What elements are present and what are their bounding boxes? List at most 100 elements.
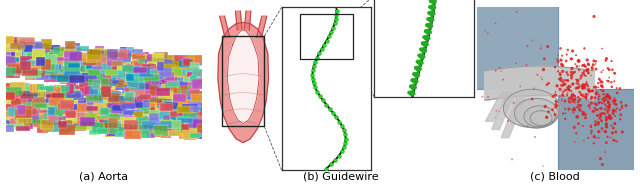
Point: [556, 47, 566, 50]
Bar: [191, 89, 200, 98]
Bar: [104, 49, 113, 56]
Bar: [134, 117, 148, 121]
Bar: [28, 40, 35, 47]
Bar: [186, 69, 198, 77]
Bar: [58, 69, 71, 79]
Bar: [71, 114, 81, 120]
Bar: [46, 63, 55, 71]
Bar: [10, 43, 25, 49]
Polygon shape: [218, 22, 269, 143]
Bar: [1, 47, 15, 55]
Bar: [154, 70, 163, 79]
Bar: [190, 133, 200, 138]
Bar: [172, 106, 188, 116]
Bar: [84, 59, 100, 64]
Bar: [150, 99, 160, 108]
Bar: [160, 72, 167, 81]
Point: [570, 95, 580, 97]
Bar: [161, 57, 169, 63]
Polygon shape: [504, 89, 560, 127]
Bar: [157, 111, 164, 118]
Bar: [155, 102, 163, 112]
Bar: [136, 94, 148, 103]
Point: [586, 74, 596, 77]
Bar: [166, 126, 172, 131]
Bar: [93, 92, 104, 103]
Point: [604, 114, 614, 117]
Bar: [127, 63, 134, 70]
Point: [621, 104, 631, 107]
Point: [601, 124, 611, 127]
Bar: [15, 37, 24, 44]
Bar: [113, 74, 126, 84]
Point: [560, 79, 570, 82]
Bar: [97, 58, 106, 66]
Bar: [113, 96, 129, 104]
Polygon shape: [501, 99, 525, 138]
Bar: [97, 116, 108, 127]
Bar: [73, 116, 86, 123]
Bar: [85, 63, 100, 69]
Bar: [129, 61, 139, 70]
Point: [597, 85, 607, 88]
Point: [616, 113, 626, 116]
Bar: [28, 106, 43, 111]
Bar: [21, 98, 33, 106]
Bar: [43, 57, 54, 62]
Bar: [149, 98, 161, 105]
Bar: [108, 52, 114, 57]
Bar: [132, 67, 147, 73]
Point: [483, 32, 493, 35]
Bar: [87, 64, 95, 75]
Point: [591, 90, 602, 93]
Bar: [35, 69, 45, 79]
Bar: [86, 57, 97, 63]
Bar: [115, 124, 121, 128]
Bar: [92, 122, 100, 133]
Bar: [108, 125, 115, 131]
Bar: [106, 91, 122, 96]
Bar: [76, 106, 88, 111]
Bar: [65, 121, 70, 126]
Point: [607, 60, 617, 63]
Point: [556, 63, 566, 66]
Point: [586, 126, 596, 129]
Bar: [11, 46, 22, 56]
Bar: [26, 71, 35, 80]
Bar: [162, 114, 173, 118]
Point: [566, 77, 577, 80]
Bar: [28, 41, 41, 47]
Bar: [51, 71, 58, 80]
Bar: [191, 119, 204, 129]
Bar: [39, 92, 45, 97]
Bar: [115, 96, 121, 101]
Point: [556, 79, 566, 82]
Point: [591, 68, 601, 70]
Point: [573, 115, 583, 118]
Bar: [75, 94, 81, 99]
Bar: [6, 64, 22, 74]
Bar: [49, 98, 65, 106]
Bar: [154, 107, 169, 117]
Bar: [161, 105, 171, 112]
Point: [584, 90, 595, 93]
Bar: [13, 103, 22, 114]
Point: [584, 68, 594, 70]
Bar: [83, 100, 99, 106]
Point: [480, 30, 490, 33]
Bar: [189, 99, 204, 107]
Bar: [70, 121, 76, 126]
Bar: [29, 69, 39, 75]
Bar: [8, 91, 23, 97]
Point: [570, 63, 580, 65]
Point: [573, 60, 584, 63]
Point: [564, 100, 574, 102]
Bar: [61, 48, 69, 56]
Bar: [59, 124, 68, 134]
Bar: [156, 130, 169, 137]
Bar: [54, 108, 63, 117]
Point: [593, 82, 604, 85]
Bar: [10, 118, 22, 125]
Bar: [4, 100, 14, 105]
Bar: [52, 55, 62, 63]
